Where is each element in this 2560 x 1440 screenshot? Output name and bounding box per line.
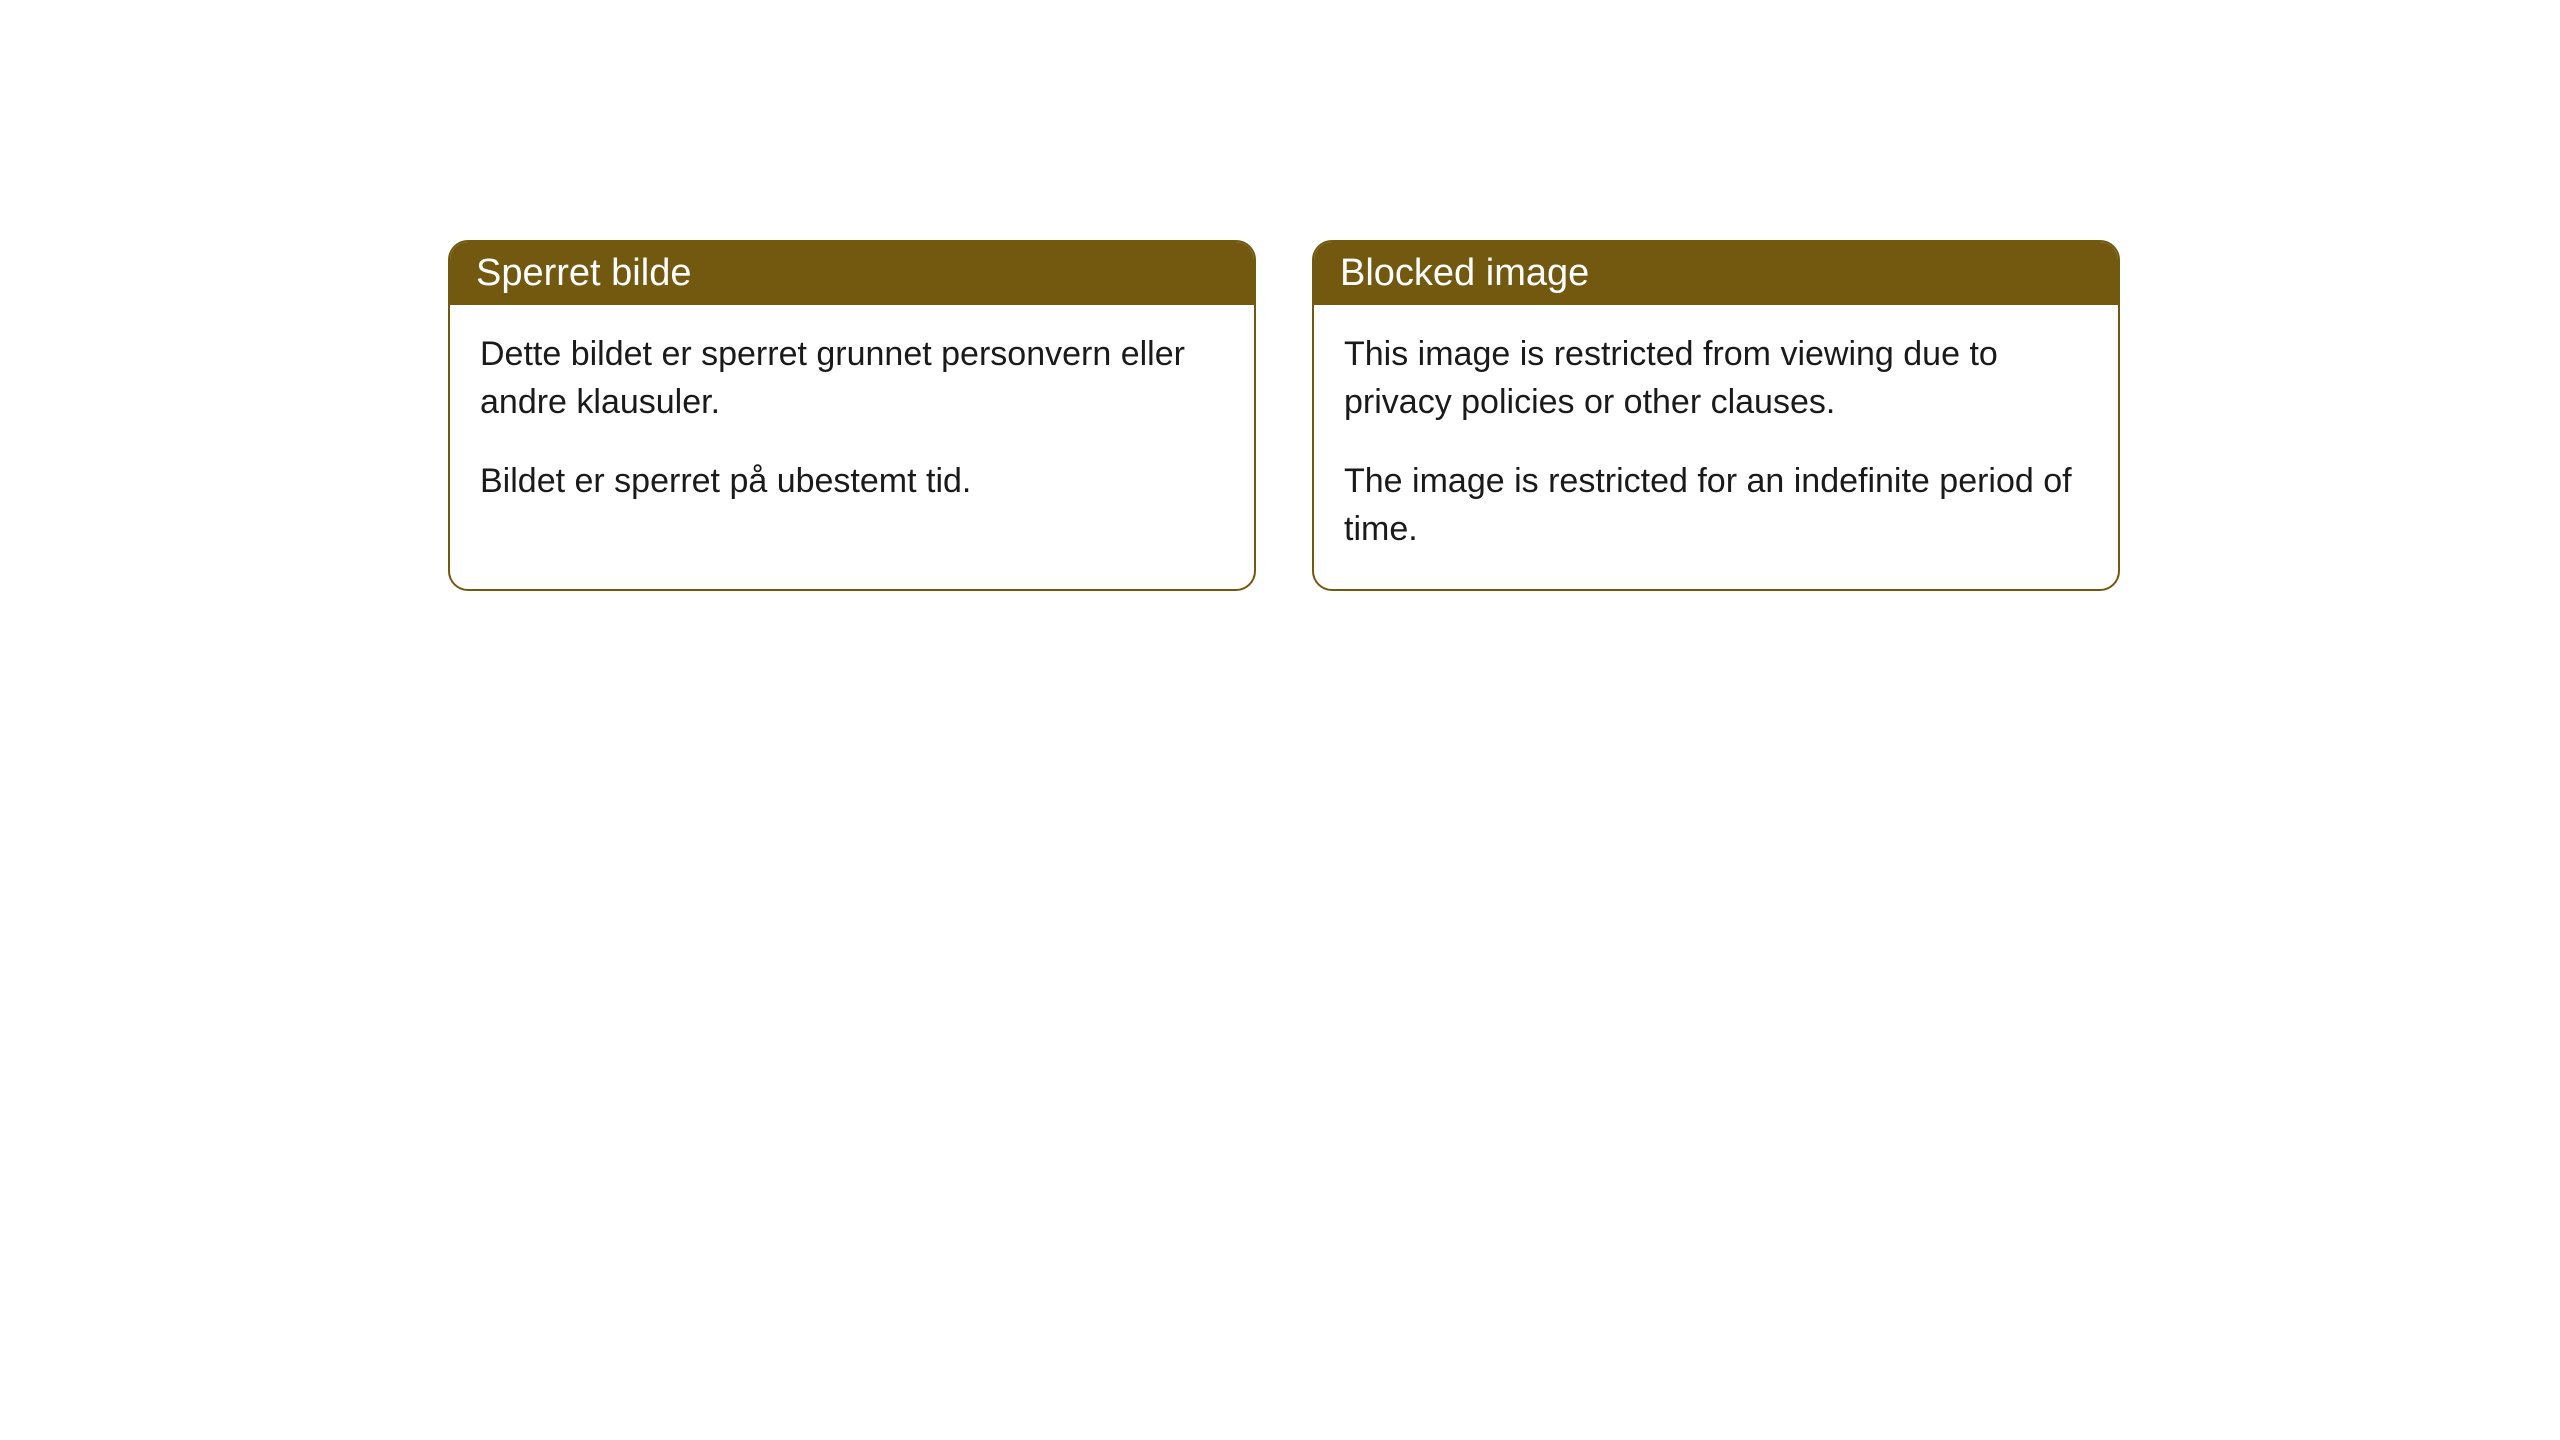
notice-body-norwegian: Dette bildet er sperret grunnet personve…: [450, 305, 1254, 542]
notice-paragraph-1-english: This image is restricted from viewing du…: [1344, 331, 2088, 426]
notice-title-norwegian: Sperret bilde: [476, 252, 691, 294]
notice-paragraph-2-norwegian: Bildet er sperret på ubestemt tid.: [480, 458, 1224, 506]
notice-container: Sperret bilde Dette bildet er sperret gr…: [0, 0, 2560, 591]
notice-box-english: Blocked image This image is restricted f…: [1312, 240, 2120, 591]
notice-paragraph-2-english: The image is restricted for an indefinit…: [1344, 458, 2088, 553]
notice-title-english: Blocked image: [1340, 252, 1589, 294]
notice-box-norwegian: Sperret bilde Dette bildet er sperret gr…: [448, 240, 1256, 591]
notice-header-english: Blocked image: [1314, 242, 2118, 305]
notice-body-english: This image is restricted from viewing du…: [1314, 305, 2118, 589]
notice-header-norwegian: Sperret bilde: [450, 242, 1254, 305]
notice-paragraph-1-norwegian: Dette bildet er sperret grunnet personve…: [480, 331, 1224, 426]
